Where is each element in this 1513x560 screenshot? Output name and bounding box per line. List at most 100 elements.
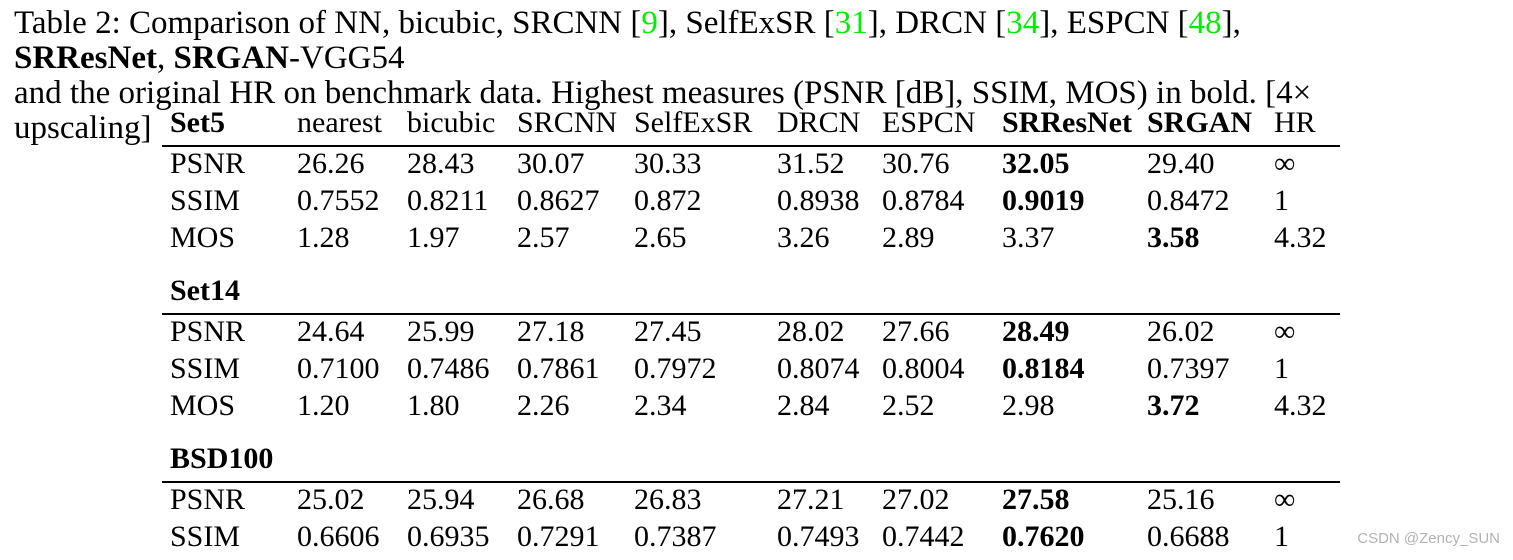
- empty-header-cell: [777, 442, 882, 483]
- spacer-cell: [162, 258, 1340, 274]
- value-cell: 28.43: [407, 147, 475, 180]
- caption-segment: and the original HR on benchmark data. H…: [14, 75, 1312, 146]
- empty-header-cell: [777, 274, 882, 315]
- value-cell: 0.8004: [882, 352, 965, 385]
- value-cell: 27.02: [882, 483, 950, 516]
- value-cell: 0.7620: [1002, 520, 1085, 553]
- value-cell: 26.68: [517, 483, 585, 516]
- col-header-srcnn: SRCNN: [517, 106, 634, 147]
- empty-header-cell: [634, 274, 777, 315]
- value-cell: 2.57: [517, 221, 570, 254]
- value-cell: 25.02: [297, 483, 365, 516]
- value-cell: 26.26: [297, 147, 365, 180]
- value-cell: 1: [1274, 184, 1289, 217]
- spacer-cell: [162, 426, 1340, 442]
- section-spacer: [162, 258, 1340, 274]
- value-cell: 0.6688: [1147, 520, 1230, 553]
- value-cell: 2.29: [1002, 557, 1147, 560]
- value-cell: 2.26: [517, 389, 570, 422]
- value-cell: 28.49: [1002, 315, 1070, 348]
- value-cell: ∞: [1274, 147, 1296, 180]
- value-cell: 0.8472: [1147, 184, 1230, 217]
- value-cell: 0.6606: [297, 520, 380, 553]
- value-cell: 0.7972: [634, 352, 717, 385]
- table-caption: Table 2: Comparison of NN, bicubic, SRCN…: [14, 6, 1350, 146]
- value-cell: 0.9019: [1002, 184, 1085, 217]
- value-cell: 1: [1274, 352, 1289, 385]
- col-header-espcn: ESPCN: [882, 106, 1002, 147]
- section-header-set5: Set5: [162, 106, 297, 147]
- value-cell: 26.02: [1147, 315, 1215, 348]
- empty-header-cell: [1274, 274, 1340, 315]
- value-cell: 0.7397: [1147, 352, 1230, 385]
- table-row-set14-psnr: PSNR 24.64 25.99 27.18 27.45 28.02 27.66 28.49 2…: [162, 314, 1340, 352]
- col-header-hr: HR: [1274, 106, 1340, 147]
- value-cell: 0.8627: [517, 184, 600, 217]
- col-header-selfexsr: SelfExSR: [634, 106, 777, 147]
- value-cell: 0.8938: [777, 184, 860, 217]
- value-cell: 24.64: [297, 315, 365, 348]
- value-cell: 3.72: [1147, 389, 1200, 422]
- section-header-set14: Set14: [162, 274, 297, 315]
- value-cell: 0.7442: [882, 520, 965, 553]
- row-label: PSNR: [170, 147, 246, 180]
- value-cell: 1.28: [297, 221, 350, 254]
- value-cell: 0.7552: [297, 184, 380, 217]
- col-header-bicubic: bicubic: [407, 106, 517, 147]
- value-cell: 0.8784: [882, 184, 965, 217]
- value-cell: 31.52: [777, 147, 845, 180]
- empty-header-cell: [882, 442, 1002, 483]
- row-label: MOS: [162, 557, 297, 560]
- row-label: PSNR: [170, 483, 246, 516]
- section-spacer: [162, 426, 1340, 442]
- value-cell: 4.32: [1274, 221, 1327, 254]
- value-cell: 0.7486: [407, 352, 490, 385]
- value-cell: 0.8074: [777, 352, 860, 385]
- section-header-row-bsd100: BSD100: [162, 442, 1340, 483]
- value-cell: 2.34: [634, 389, 687, 422]
- empty-header-cell: [407, 274, 517, 315]
- caption-segment: ], SelfExSR [: [657, 5, 835, 41]
- value-cell: 1.47: [407, 557, 517, 560]
- empty-header-cell: [1147, 274, 1274, 315]
- value-cell: 27.45: [634, 315, 702, 348]
- caption-segment: ],: [1221, 5, 1241, 41]
- value-cell: 0.8211: [407, 184, 489, 217]
- empty-header-cell: [1274, 442, 1340, 483]
- value-cell: 2.65: [634, 221, 687, 254]
- value-cell: 30.07: [517, 147, 585, 180]
- citation-ref: 31: [834, 5, 868, 41]
- value-cell: 1.87: [517, 557, 634, 560]
- empty-header-cell: [517, 442, 634, 483]
- row-label: MOS: [170, 389, 236, 422]
- table-row-bsd100-ssim: SSIM 0.6606 0.6935 0.7291 0.7387 0.7493 0.7442…: [162, 520, 1340, 557]
- table-row-set5-psnr: PSNR 26.26 28.43 30.07 30.33 31.52 30.76 32.05 2…: [162, 146, 1340, 184]
- value-cell: 0.7861: [517, 352, 600, 385]
- value-cell: 1.89: [634, 557, 777, 560]
- value-cell: 27.18: [517, 315, 585, 348]
- value-cell: 0.8184: [1002, 352, 1085, 385]
- row-label: SSIM: [170, 184, 241, 217]
- table-row-bsd100-psnr: PSNR 25.02 25.94 26.68 26.83 27.21 27.02 27.58 2…: [162, 482, 1340, 520]
- empty-header-cell: [1147, 442, 1274, 483]
- col-header-drcn: DRCN: [777, 106, 882, 147]
- citation-ref: 48: [1188, 5, 1222, 41]
- value-cell: 4.46: [1274, 557, 1340, 560]
- value-cell: 1.80: [407, 389, 460, 422]
- value-cell: 29.40: [1147, 147, 1215, 180]
- value-cell: 25.94: [407, 483, 475, 516]
- value-cell: 0.7100: [297, 352, 380, 385]
- watermark: CSDN @Zency_SUN: [1357, 530, 1500, 547]
- col-header-nearest: nearest: [297, 106, 407, 147]
- value-cell: ∞: [1274, 483, 1296, 516]
- value-cell: 2.01: [882, 557, 1002, 560]
- value-cell: ∞: [1274, 315, 1296, 348]
- value-cell: 32.05: [1002, 147, 1070, 180]
- row-label: PSNR: [170, 315, 246, 348]
- value-cell: 2.52: [882, 389, 935, 422]
- value-cell: 0.7291: [517, 520, 600, 553]
- caption-segment: SRResNet: [14, 40, 157, 76]
- value-cell: 4.32: [1274, 389, 1327, 422]
- caption-segment: ,: [156, 40, 174, 76]
